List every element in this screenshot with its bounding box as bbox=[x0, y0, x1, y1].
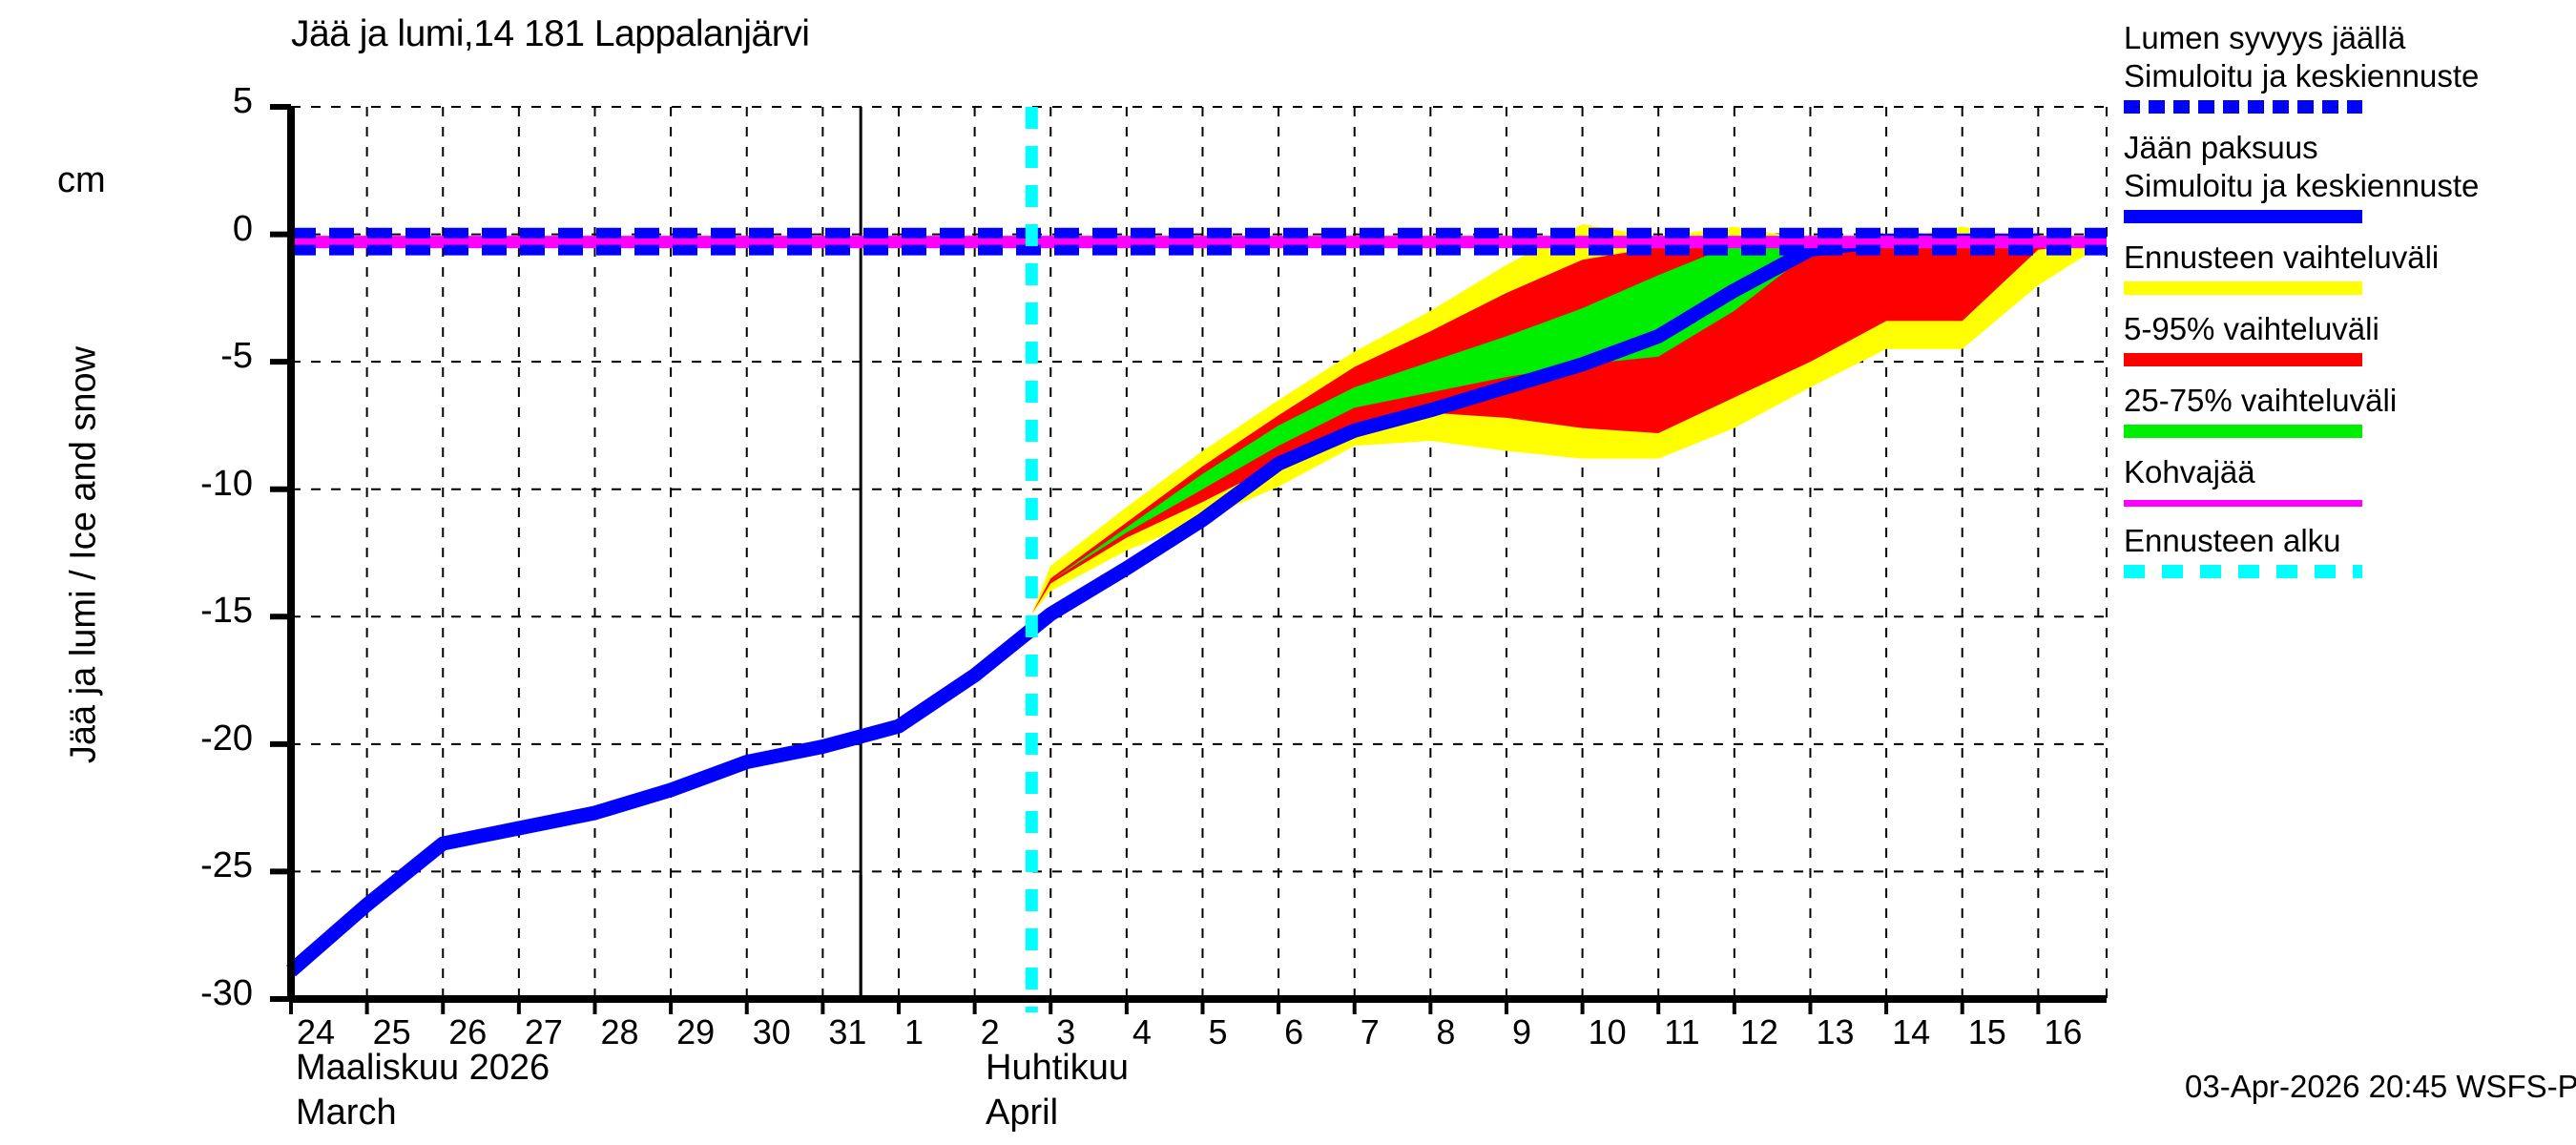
legend-item-2: Ennusteen vaihteluväli bbox=[2124, 239, 2572, 295]
x-tick-label: 2 bbox=[980, 1012, 1000, 1051]
x-tick-label: 15 bbox=[1967, 1012, 2006, 1051]
legend-swatch-solid-green bbox=[2124, 425, 2362, 438]
x-tick-label: 27 bbox=[524, 1012, 563, 1051]
x-tick-label: 25 bbox=[372, 1012, 411, 1051]
legend-item-5: Kohvajää bbox=[2124, 453, 2572, 507]
x-tick-label: 12 bbox=[1739, 1012, 1778, 1051]
y-tick-label: -5 bbox=[220, 336, 253, 377]
y-tick-label: -15 bbox=[200, 591, 253, 632]
band-00ee00 bbox=[1031, 241, 2107, 614]
month-label-march-fi: Maaliskuu 2026 bbox=[296, 1048, 551, 1088]
axes bbox=[270, 104, 2107, 1014]
month-label-april-en: April bbox=[986, 1093, 1059, 1133]
legend-swatch-dashed-cyan bbox=[2124, 565, 2362, 578]
forecast-bands bbox=[1031, 223, 2107, 614]
x-tick-label: 28 bbox=[600, 1012, 639, 1051]
x-tick-label: 7 bbox=[1360, 1012, 1380, 1051]
x-tick-label: 8 bbox=[1436, 1012, 1456, 1051]
x-tick-label: 14 bbox=[1892, 1012, 1931, 1051]
x-tick-label: 10 bbox=[1588, 1012, 1627, 1051]
x-tick-label: 16 bbox=[2044, 1012, 2083, 1051]
legend-swatch-dashed-blue bbox=[2124, 100, 2362, 114]
x-tick-label: 29 bbox=[676, 1012, 716, 1051]
legend-item-title: Lumen syvyys jäällä bbox=[2124, 20, 2406, 55]
legend-item-subtitle: Simuloitu ja keskiennuste bbox=[2124, 58, 2480, 94]
legend-item-4: 25-75% vaihteluväli bbox=[2124, 382, 2572, 438]
legend-item-title: Ennusteen vaihteluväli bbox=[2124, 239, 2440, 275]
legend-item-0: Lumen syvyys jäällä Simuloitu ja keskienn… bbox=[2124, 19, 2572, 114]
legend-item-title: Kohvajää bbox=[2124, 454, 2255, 489]
x-tick-label: 30 bbox=[752, 1012, 791, 1051]
x-tick-label: 31 bbox=[828, 1012, 867, 1051]
y-tick-label: -25 bbox=[200, 845, 253, 886]
x-tick-label: 3 bbox=[1056, 1012, 1076, 1051]
y-tick-label: -20 bbox=[200, 718, 253, 759]
footer-timestamp: 03-Apr-2026 20:45 WSFS-P bbox=[2185, 1069, 2576, 1104]
x-tick-label: 26 bbox=[448, 1012, 488, 1051]
y-tick-label: -30 bbox=[200, 973, 253, 1013]
legend-item-title: Ennusteen alku bbox=[2124, 523, 2341, 558]
legend-swatch-solid-yellow bbox=[2124, 281, 2362, 295]
y-axis-title: Jää ja lumi / Ice and snow bbox=[63, 345, 104, 764]
y-tick-label: 0 bbox=[232, 208, 253, 249]
y-axis-unit: cm bbox=[57, 160, 106, 200]
gridlines bbox=[291, 106, 2108, 999]
legend-item-6: Ennusteen alku bbox=[2124, 522, 2572, 578]
ice-thickness-line bbox=[286, 233, 2039, 977]
x-tick-label: 5 bbox=[1208, 1012, 1228, 1051]
y-tick-label: 5 bbox=[232, 81, 253, 121]
month-label-march-en: March bbox=[296, 1093, 397, 1133]
legend-item-3: 5-95% vaihteluväli bbox=[2124, 310, 2572, 366]
legend-swatch-solid-magenta bbox=[2124, 500, 2362, 507]
month-label-april-fi: Huhtikuu bbox=[986, 1048, 1129, 1088]
x-tick-label: 9 bbox=[1511, 1012, 1531, 1051]
legend-item-title: 25-75% vaihteluväli bbox=[2124, 383, 2398, 418]
page-title: Jää ja lumi,14 181 Lappalanjärvi bbox=[291, 13, 810, 54]
x-tick-label: 11 bbox=[1664, 1012, 1700, 1051]
y-tick-label: -10 bbox=[200, 463, 253, 504]
legend-item-title: Jään paksuus bbox=[2124, 130, 2318, 165]
legend-item-title: 5-95% vaihteluväli bbox=[2124, 311, 2379, 346]
x-tick-label: 1 bbox=[904, 1012, 924, 1051]
legend-swatch-solid-red bbox=[2124, 353, 2362, 366]
legend: Lumen syvyys jäällä Simuloitu ja keskienn… bbox=[2124, 19, 2572, 593]
legend-item-1: Jään paksuus Simuloitu ja keskiennuste bbox=[2124, 129, 2572, 223]
x-tick-label: 6 bbox=[1284, 1012, 1304, 1051]
band-ff0000 bbox=[1031, 241, 2107, 614]
legend-item-subtitle: Simuloitu ja keskiennuste bbox=[2124, 168, 2480, 203]
legend-swatch-solid-blue bbox=[2124, 210, 2362, 223]
x-tick-label: 4 bbox=[1132, 1012, 1152, 1051]
x-tick-label: 24 bbox=[297, 1012, 336, 1051]
x-tick-label: 13 bbox=[1816, 1012, 1855, 1051]
